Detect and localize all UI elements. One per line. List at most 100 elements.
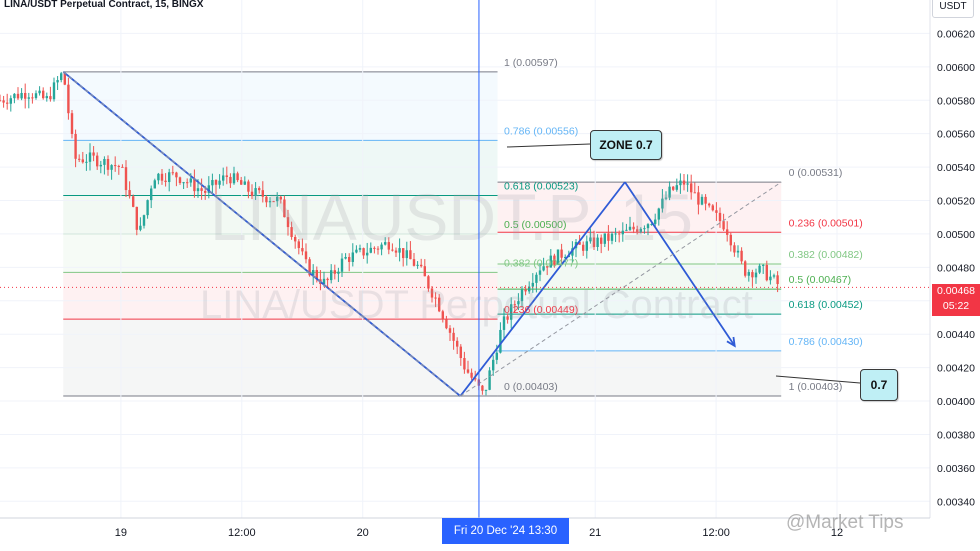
candle-body xyxy=(675,185,678,190)
candle-body xyxy=(182,182,185,184)
candle-body xyxy=(398,248,401,253)
candle-body xyxy=(2,100,5,103)
price-tick-label: 0.00480 xyxy=(937,262,975,274)
candle-body xyxy=(189,178,192,183)
candle-body xyxy=(441,311,444,320)
candle-body xyxy=(535,274,538,283)
candle-body xyxy=(132,196,135,207)
candle-body xyxy=(186,182,189,184)
time-axis[interactable]: 19 12:00 20 21 12:00 12 xyxy=(115,527,843,539)
candle-body xyxy=(628,226,632,230)
candle-body xyxy=(549,255,552,268)
candle-body xyxy=(315,270,318,280)
candle-body xyxy=(481,385,484,391)
fib-level-label: 1 (0.00597) xyxy=(504,57,558,69)
fib-band xyxy=(63,140,498,196)
candle-body xyxy=(387,242,390,250)
price-tick-label: 0.00500 xyxy=(937,229,975,241)
fib-diagonal-1 xyxy=(62,71,461,397)
candle-body xyxy=(708,203,711,206)
candle-body xyxy=(171,172,174,174)
candle-body xyxy=(416,264,419,266)
fib-level-label: 0.786 (0.00430) xyxy=(789,336,863,348)
zone-callout[interactable]: ZONE 0.7 xyxy=(590,130,662,160)
fib-fill-bands xyxy=(63,71,782,397)
candle-body xyxy=(31,97,34,99)
candle-body xyxy=(178,177,182,184)
currency-selector[interactable]: USDT xyxy=(932,0,974,18)
candle-body xyxy=(711,205,714,211)
candle-body xyxy=(340,258,344,272)
candle-body xyxy=(582,244,585,251)
candle-body xyxy=(308,259,311,276)
grid xyxy=(0,0,930,518)
candle-body xyxy=(265,196,268,203)
candle-body xyxy=(409,250,412,260)
candle-body xyxy=(99,164,102,167)
candle-body xyxy=(304,251,308,260)
fib-level-labels: 1 (0.00597) 0.786 (0.00556) 0.618 (0.00523… xyxy=(504,57,863,393)
time-tick-label: 12:00 xyxy=(228,527,256,539)
candle-body xyxy=(700,196,704,205)
candles xyxy=(0,71,779,396)
fib-level-label: 0.382 (0.00477) xyxy=(504,257,578,269)
candle-body xyxy=(747,272,750,276)
candle-body xyxy=(286,217,290,228)
candle-body xyxy=(448,328,452,333)
candle-body xyxy=(261,190,264,197)
fib-level-label: 0.786 (0.00556) xyxy=(504,125,578,137)
candle-body xyxy=(283,199,286,218)
candle-body xyxy=(6,102,9,104)
candle-body xyxy=(290,227,293,237)
candle-body xyxy=(139,225,142,230)
candle-body xyxy=(52,82,56,100)
time-tick-label: 21 xyxy=(589,527,601,539)
candle-body xyxy=(376,248,380,250)
pattern-segment xyxy=(624,181,736,347)
candle-body xyxy=(754,272,758,278)
price-axis[interactable]: 0.00340 0.00360 0.00380 0.00400 0.00420 0.004… xyxy=(937,28,975,508)
candle-body xyxy=(765,264,768,281)
candle-body xyxy=(470,372,473,378)
candle-body xyxy=(373,247,376,249)
candle-body xyxy=(664,197,668,199)
candle-body xyxy=(222,175,225,181)
price-tick-label: 0.00580 xyxy=(937,95,975,107)
candle-body xyxy=(402,248,405,259)
price-tick-label: 0.00440 xyxy=(937,329,975,341)
candle-body xyxy=(204,190,207,193)
candle-body xyxy=(524,289,527,292)
candle-body xyxy=(60,73,63,81)
candle-body xyxy=(463,358,466,370)
target-callout[interactable]: 0.7 xyxy=(860,369,898,401)
pattern-lines[interactable] xyxy=(62,71,861,397)
watermark-description: LINA/USDT Perpetual Contract xyxy=(200,283,753,327)
candle-body xyxy=(600,237,603,244)
candle-body xyxy=(434,297,437,299)
candle-body xyxy=(412,259,416,266)
candle-body xyxy=(517,301,520,305)
fib-level-label: 0.5 (0.00500) xyxy=(504,219,566,231)
candle-body xyxy=(762,264,765,266)
candle-body xyxy=(103,158,106,165)
candle-body xyxy=(27,97,30,99)
watermarks: LINAUSDT.P, 15 LINA/USDT Perpetual Contr… xyxy=(200,180,753,327)
candle-body xyxy=(531,282,534,287)
fib-band xyxy=(63,71,498,141)
candle-body xyxy=(70,113,74,134)
candle-body xyxy=(42,90,45,99)
candle-body xyxy=(196,188,200,192)
candle-body xyxy=(85,161,88,163)
candle-body xyxy=(355,249,358,253)
candle-body xyxy=(643,228,646,230)
chart-title: LINA/USDT Perpetual Contract, 15, BINGX xyxy=(4,0,204,10)
candle-body xyxy=(769,276,772,281)
candle-body xyxy=(697,192,700,205)
candle-body xyxy=(499,329,502,353)
candle-body xyxy=(117,165,120,167)
candle-body xyxy=(776,275,779,285)
candle-body xyxy=(740,250,743,262)
candle-body xyxy=(236,173,239,181)
fib-level-label: 0.236 (0.00501) xyxy=(789,217,863,229)
